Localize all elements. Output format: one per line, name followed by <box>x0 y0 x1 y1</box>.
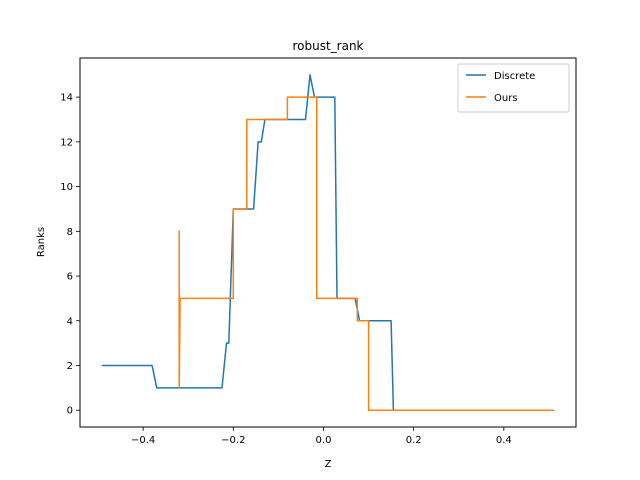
x-tick-label: 0.0 <box>316 435 332 446</box>
plot-frame <box>79 57 577 428</box>
x-axis: −0.4 −0.2 0.0 0.2 0.4 <box>131 427 512 446</box>
y-axis-title: Ranks <box>36 227 47 257</box>
y-tick-label: 10 <box>60 182 73 193</box>
y-tick-label: 14 <box>60 93 73 104</box>
y-tick-label: 12 <box>60 137 73 148</box>
legend-box <box>457 63 570 113</box>
series-line-ours <box>178 96 555 411</box>
x-axis-title: Z <box>325 459 332 470</box>
y-tick-label: 6 <box>67 272 73 283</box>
chart-title: robust_rank <box>292 39 363 53</box>
series-layer <box>101 74 555 411</box>
y-tick-label: 8 <box>67 227 73 238</box>
legend: Discrete Ours <box>457 63 570 113</box>
x-tick-label: −0.4 <box>131 435 155 446</box>
x-tick-label: −0.2 <box>221 435 245 446</box>
y-tick-label: 2 <box>67 361 73 372</box>
legend-label-ours: Ours <box>494 93 518 104</box>
y-tick-label: 0 <box>67 406 73 417</box>
y-axis: 0 2 4 6 8 10 12 14 <box>60 93 80 417</box>
x-tick-label: 0.4 <box>496 435 512 446</box>
legend-label-discrete: Discrete <box>494 71 535 82</box>
y-tick-label: 4 <box>67 316 73 327</box>
x-tick-label: 0.2 <box>406 435 422 446</box>
